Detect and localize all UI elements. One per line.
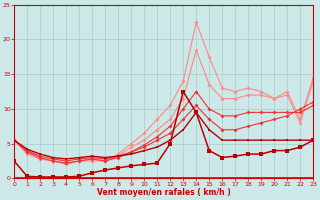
X-axis label: Vent moyen/en rafales ( km/h ): Vent moyen/en rafales ( km/h ) — [97, 188, 230, 197]
